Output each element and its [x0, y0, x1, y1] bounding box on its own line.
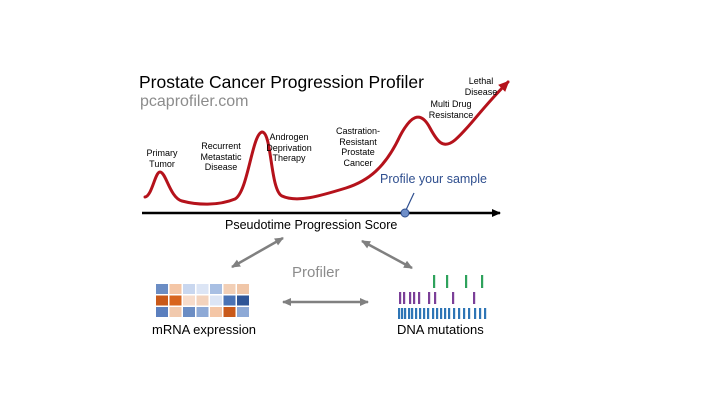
heatmap-cell: [223, 284, 236, 294]
sample-marker[interactable]: [400, 208, 410, 218]
mutation-tick: [474, 308, 477, 319]
dna-mutation-plot: [398, 275, 487, 319]
heatmap-cell: [196, 307, 209, 317]
mutation-tick: [398, 308, 401, 319]
mutation-tick: [436, 308, 439, 319]
mutation-tick: [428, 292, 431, 304]
progression-curve: [143, 80, 510, 206]
heatmap-cell: [237, 307, 249, 317]
mutation-tick: [473, 292, 476, 304]
mutation-tick: [401, 308, 404, 319]
arrow-axis-to-dna: [361, 239, 413, 270]
mutation-tick: [481, 275, 484, 288]
mutation-tick: [411, 308, 414, 319]
mutation-tick: [423, 308, 426, 319]
mutation-tick: [446, 275, 449, 288]
mutation-tick: [484, 308, 487, 319]
mutation-tick: [458, 308, 461, 319]
mutation-tick: [399, 292, 402, 304]
mutation-tick: [403, 292, 406, 304]
website-label: pcaprofiler.com: [140, 93, 249, 110]
stage-label-recurrent-metastatic: Recurrent Metastatic Disease: [200, 141, 242, 172]
heatmap-cell: [223, 307, 236, 317]
heatmap-cell: [196, 295, 209, 306]
mutation-tick: [440, 308, 443, 319]
mrna-expression-label: mRNA expression: [152, 322, 257, 337]
heatmap-cell: [156, 295, 168, 306]
mutation-tick: [404, 308, 407, 319]
stage-label-lethal-disease: Lethal Disease: [464, 76, 498, 97]
heatmap-cell: [183, 284, 195, 294]
axis-label: Pseudotime Progression Score: [225, 218, 398, 232]
heatmap-cell: [156, 284, 168, 294]
heatmap-cell: [156, 307, 168, 317]
page-title: Prostate Cancer Progression Profiler: [139, 72, 424, 92]
mutation-tick: [434, 292, 437, 304]
mutation-tick: [448, 308, 451, 319]
arrow-axis-to-mrna: [231, 236, 284, 269]
heatmap-cell: [169, 284, 182, 294]
mutation-tick: [418, 292, 421, 304]
heatmap-cell: [210, 295, 222, 306]
heatmap-cell: [183, 295, 195, 306]
heatmap-cell: [196, 284, 209, 294]
heatmap-cell: [223, 295, 236, 306]
heatmap-cell: [169, 295, 182, 306]
mutation-tick: [427, 308, 430, 319]
stage-label-primary-tumor: Primary Tumor: [146, 148, 178, 169]
profiler-label: Profiler: [292, 264, 340, 281]
heatmap-cell: [237, 284, 249, 294]
profile-pointer: [405, 192, 415, 211]
stage-label-multi-drug: Multi Drug Resistance: [428, 99, 474, 120]
mutation-tick: [432, 308, 435, 319]
mutation-tick: [419, 308, 422, 319]
mutation-tick: [479, 308, 482, 319]
mrna-heatmap: [156, 284, 249, 317]
mutation-tick: [463, 308, 466, 319]
mutation-tick: [452, 292, 455, 304]
mutation-tick: [413, 292, 416, 304]
heatmap-cell: [183, 307, 195, 317]
mutation-tick: [409, 292, 412, 304]
heatmap-cell: [210, 284, 222, 294]
stage-label-castration-resistant: Castration- Resistant Prostate Cancer: [335, 126, 380, 168]
mutation-tick: [465, 275, 468, 288]
mutation-tick: [453, 308, 456, 319]
mutation-tick: [433, 275, 436, 288]
mutation-tick: [415, 308, 418, 319]
mutation-tick: [408, 308, 411, 319]
mutation-tick: [468, 308, 471, 319]
profile-your-sample-label[interactable]: Profile your sample: [380, 172, 487, 186]
heatmap-cell: [169, 307, 182, 317]
stage-label-androgen-deprivation: Androgen Deprivation Therapy: [266, 132, 312, 163]
heatmap-cell: [210, 307, 222, 317]
mutation-tick: [444, 308, 447, 319]
dna-mutations-label: DNA mutations: [397, 322, 484, 337]
heatmap-cell: [237, 295, 249, 306]
